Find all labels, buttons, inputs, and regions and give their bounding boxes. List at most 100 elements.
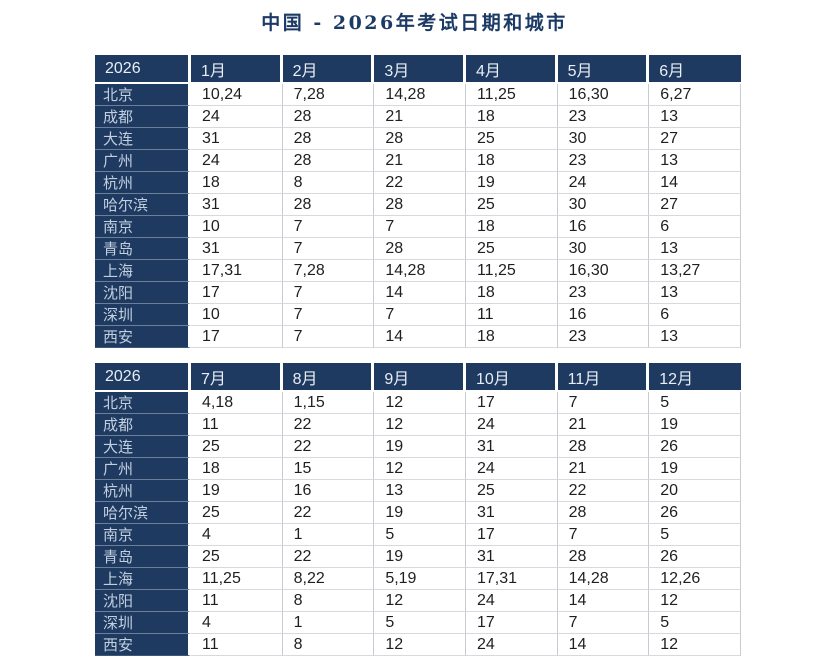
month-header-cell: 2月 xyxy=(282,55,375,84)
date-cell: 13 xyxy=(649,150,741,172)
schedule-row: 沈阳 17 7 14 18 23 13 xyxy=(95,282,741,304)
year-header-cell: 2026 xyxy=(95,55,191,84)
schedule-row: 北京 4,18 1,15 12 17 7 5 xyxy=(95,392,741,414)
date-cell: 25 xyxy=(465,238,558,260)
date-cell: 18 xyxy=(465,216,558,238)
exam-schedule-table-1: 2026 1月 2月 3月 4月 5月 6月 北京 10,24 7,28 14,28 11,25 16,… xyxy=(95,55,741,348)
date-cell: 22 xyxy=(282,546,375,568)
tables-container: 2026 1月 2月 3月 4月 5月 6月 北京 10,24 7,28 14,28 11,25 16,… xyxy=(95,55,741,656)
city-label-cell: 青岛 xyxy=(95,238,191,260)
month-header-cell: 11月 xyxy=(557,363,650,392)
date-cell: 14 xyxy=(557,590,650,612)
date-cell: 23 xyxy=(557,106,650,128)
date-cell: 13 xyxy=(649,326,741,348)
date-cell: 31 xyxy=(465,436,558,458)
date-cell: 14 xyxy=(557,634,650,656)
date-cell: 17 xyxy=(191,282,283,304)
date-cell: 31 xyxy=(465,502,558,524)
schedule-row: 青岛 25 22 19 31 28 26 xyxy=(95,546,741,568)
date-cell: 26 xyxy=(649,436,741,458)
schedule-row: 哈尔滨 31 28 28 25 30 27 xyxy=(95,194,741,216)
schedule-row: 上海 11,25 8,22 5,19 17,31 14,28 12,26 xyxy=(95,568,741,590)
date-cell: 8 xyxy=(282,634,375,656)
date-cell: 7 xyxy=(282,326,375,348)
date-cell: 4 xyxy=(191,612,283,634)
date-cell: 24 xyxy=(465,590,558,612)
date-cell: 7,28 xyxy=(282,260,375,282)
date-cell: 22 xyxy=(557,480,650,502)
city-label-cell: 南京 xyxy=(95,524,191,546)
date-cell: 1,15 xyxy=(282,392,375,414)
schedule-row: 沈阳 11 8 12 24 14 12 xyxy=(95,590,741,612)
date-cell: 28 xyxy=(374,128,466,150)
date-cell: 19 xyxy=(191,480,283,502)
month-header-cell: 12月 xyxy=(649,363,741,392)
city-label-cell: 大连 xyxy=(95,128,191,150)
date-cell: 22 xyxy=(282,502,375,524)
date-cell: 16,30 xyxy=(557,84,650,106)
date-cell: 25 xyxy=(191,546,283,568)
date-cell: 17 xyxy=(465,524,558,546)
date-cell: 25 xyxy=(465,480,558,502)
date-cell: 12 xyxy=(649,590,741,612)
city-label-cell: 南京 xyxy=(95,216,191,238)
date-cell: 25 xyxy=(465,128,558,150)
header-row: 2026 7月 8月 9月 10月 11月 12月 xyxy=(95,363,741,392)
date-cell: 24 xyxy=(465,414,558,436)
date-cell: 7 xyxy=(282,238,375,260)
city-label-cell: 哈尔滨 xyxy=(95,502,191,524)
schedule-row: 西安 17 7 14 18 23 13 xyxy=(95,326,741,348)
date-cell: 19 xyxy=(649,414,741,436)
schedule-row: 大连 31 28 28 25 30 27 xyxy=(95,128,741,150)
date-cell: 19 xyxy=(374,546,466,568)
date-cell: 12 xyxy=(374,458,466,480)
schedule-row: 深圳 10 7 7 11 16 6 xyxy=(95,304,741,326)
date-cell: 5 xyxy=(374,612,466,634)
date-cell: 12 xyxy=(374,590,466,612)
date-cell: 21 xyxy=(557,458,650,480)
date-cell: 12 xyxy=(374,414,466,436)
schedule-row: 成都 11 22 12 24 21 19 xyxy=(95,414,741,436)
date-cell: 11,25 xyxy=(465,84,558,106)
date-cell: 11,25 xyxy=(465,260,558,282)
city-label-cell: 深圳 xyxy=(95,304,191,326)
date-cell: 7 xyxy=(282,304,375,326)
date-cell: 24 xyxy=(465,634,558,656)
date-cell: 28 xyxy=(282,150,375,172)
city-label-cell: 大连 xyxy=(95,436,191,458)
date-cell: 1 xyxy=(282,524,375,546)
date-cell: 14 xyxy=(649,172,741,194)
date-cell: 10,24 xyxy=(191,84,283,106)
city-label-cell: 沈阳 xyxy=(95,282,191,304)
date-cell: 31 xyxy=(191,128,283,150)
date-cell: 25 xyxy=(465,194,558,216)
city-label-cell: 杭州 xyxy=(95,480,191,502)
schedule-row: 杭州 18 8 22 19 24 14 xyxy=(95,172,741,194)
schedule-row: 深圳 4 1 5 17 7 5 xyxy=(95,612,741,634)
date-cell: 13,27 xyxy=(649,260,741,282)
date-cell: 5 xyxy=(649,524,741,546)
date-cell: 22 xyxy=(282,414,375,436)
date-cell: 11,25 xyxy=(191,568,283,590)
date-cell: 14,28 xyxy=(557,568,650,590)
schedule-row: 杭州 19 16 13 25 22 20 xyxy=(95,480,741,502)
date-cell: 12 xyxy=(374,392,466,414)
date-cell: 16 xyxy=(557,216,650,238)
schedule-row: 南京 4 1 5 17 7 5 xyxy=(95,524,741,546)
date-cell: 12 xyxy=(649,634,741,656)
date-cell: 31 xyxy=(191,238,283,260)
date-cell: 7 xyxy=(282,282,375,304)
date-cell: 22 xyxy=(374,172,466,194)
city-label-cell: 北京 xyxy=(95,84,191,106)
month-header-cell: 1月 xyxy=(191,55,283,84)
date-cell: 18 xyxy=(465,150,558,172)
date-cell: 17 xyxy=(465,612,558,634)
date-cell: 30 xyxy=(557,128,650,150)
date-cell: 26 xyxy=(649,502,741,524)
city-label-cell: 深圳 xyxy=(95,612,191,634)
date-cell: 8 xyxy=(282,590,375,612)
date-cell: 28 xyxy=(557,436,650,458)
schedule-row: 上海 17,31 7,28 14,28 11,25 16,30 13,27 xyxy=(95,260,741,282)
date-cell: 5 xyxy=(649,612,741,634)
month-header-cell: 7月 xyxy=(191,363,283,392)
